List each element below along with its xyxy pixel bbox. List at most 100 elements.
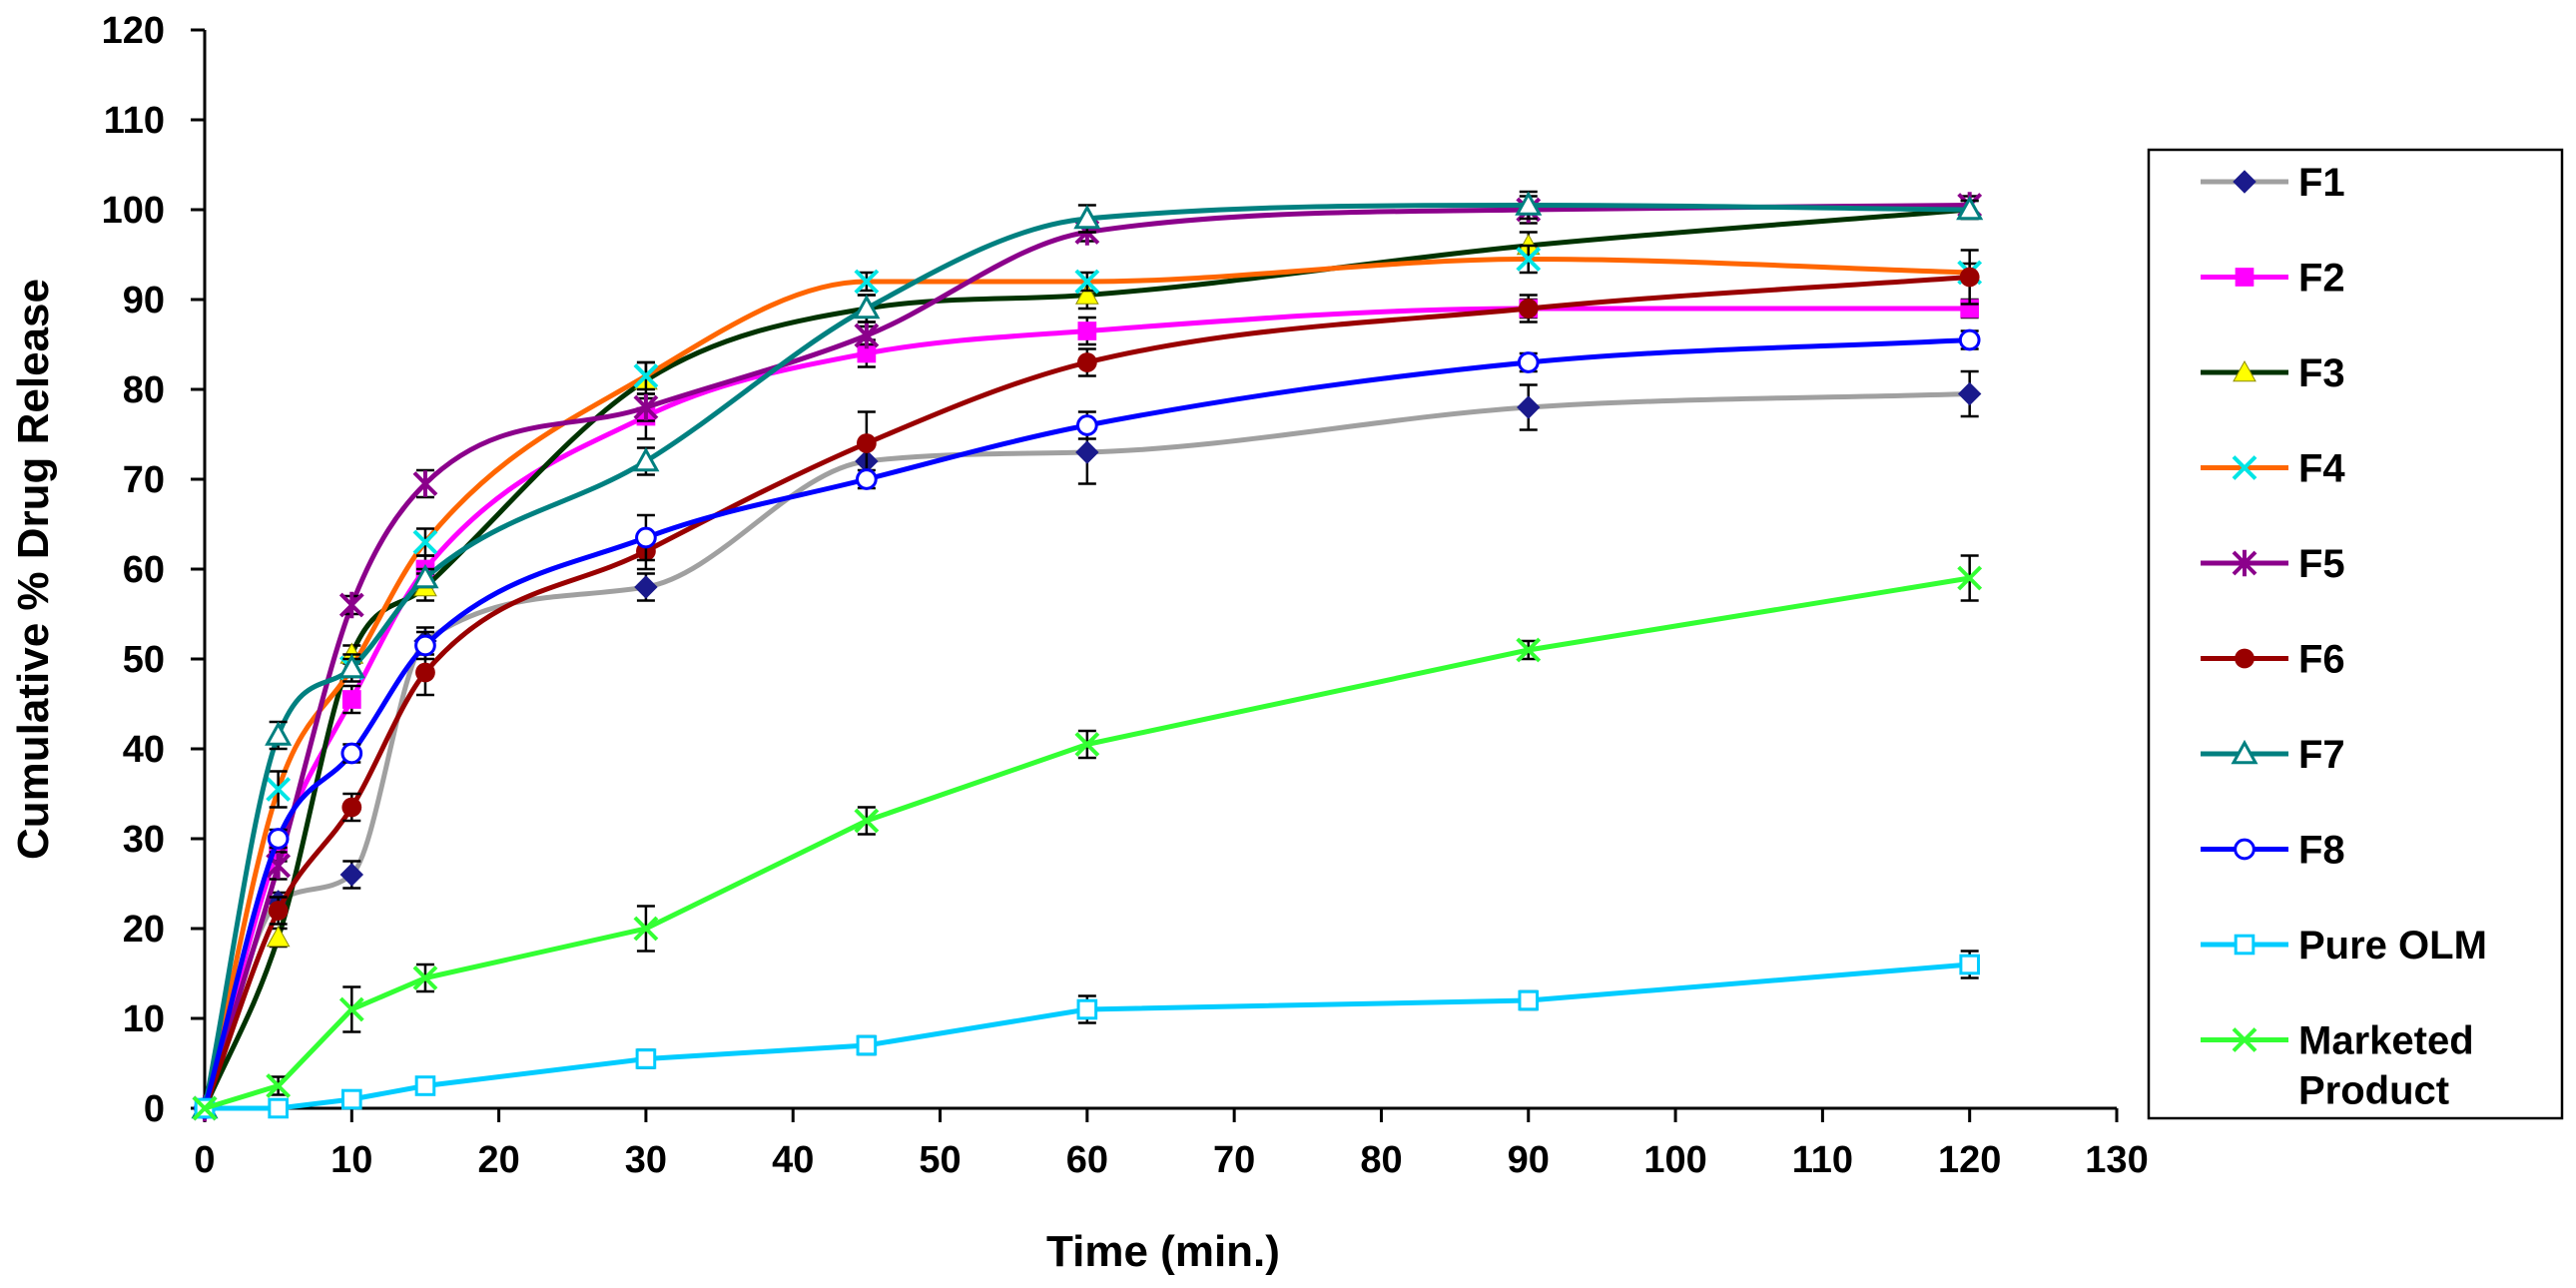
legend-marker	[2231, 739, 2258, 765]
data-point	[632, 446, 660, 472]
data-point	[1074, 269, 1100, 295]
legend-marker	[2232, 455, 2257, 480]
legend-marker	[2235, 268, 2254, 287]
data-point	[1956, 195, 1984, 221]
y-tick-label: 110	[104, 100, 165, 142]
data-point	[412, 966, 438, 990]
legend-box	[2147, 148, 2564, 1120]
data-point	[1515, 191, 1543, 216]
data-point	[1073, 204, 1101, 230]
x-tick-label: 40	[772, 1139, 814, 1181]
axes: 0 10 20 30 40 50 60 70 80 90 100 110 120 0 10 20 30 40 50 6…	[102, 10, 2149, 1181]
legend-label: F4	[2298, 447, 2345, 491]
data-point	[1959, 267, 1980, 288]
legend-item-marketed-product: Marketed Product	[2201, 1019, 2474, 1113]
data-point	[854, 269, 880, 295]
legend-item-pure-olm: Pure OLM	[2201, 924, 2487, 967]
legend-item-f8: F8	[2201, 829, 2345, 873]
data-point	[412, 470, 438, 497]
x-tick-label: 80	[1360, 1139, 1402, 1181]
data-point	[337, 653, 365, 679]
y-tick-label: 60	[123, 549, 165, 591]
x-tick-label: 60	[1066, 1139, 1108, 1181]
x-tick-label: 130	[2085, 1139, 2148, 1181]
data-point	[857, 343, 877, 363]
legend-item-f1: F1	[2201, 161, 2345, 205]
data-point	[633, 916, 659, 942]
legend-marker	[2235, 648, 2254, 669]
data-point	[268, 901, 289, 921]
y-axis-title: Cumulative % Drug Release	[9, 279, 58, 860]
legend-label: F8	[2298, 829, 2345, 873]
x-tick-label: 30	[625, 1139, 667, 1181]
legend-marker	[2232, 1027, 2257, 1052]
y-tick-label: 0	[144, 1088, 165, 1130]
data-point	[635, 526, 657, 549]
legend-label: Pure OLM	[2298, 924, 2487, 967]
data-point	[1958, 328, 1981, 351]
x-tick-label: 20	[477, 1139, 519, 1181]
legend-item-f5: F5	[2201, 542, 2345, 586]
data-point	[338, 996, 364, 1022]
x-tick-label: 100	[1643, 1139, 1706, 1181]
data-point	[341, 1088, 362, 1110]
legend-marker	[2232, 549, 2257, 577]
y-tick-label: 90	[123, 280, 165, 322]
data-point	[854, 808, 880, 834]
data-point	[633, 393, 659, 421]
data-point	[412, 529, 438, 555]
data-point	[1074, 283, 1099, 305]
data-point	[265, 721, 293, 746]
data-point	[1075, 414, 1098, 436]
data-point	[267, 828, 290, 850]
legend-item-f4: F4	[2201, 447, 2345, 491]
data-point	[856, 1034, 878, 1056]
x-tick-label: 90	[1508, 1139, 1550, 1181]
data-point	[1516, 247, 1542, 272]
data-point	[1957, 565, 1983, 591]
series-marketed-product	[192, 554, 1983, 1121]
data-point	[1076, 352, 1097, 372]
legend-marker	[2234, 934, 2255, 956]
series-line-f5	[202, 203, 1970, 1109]
x-tick-label: 10	[330, 1139, 372, 1181]
data-point	[1074, 732, 1100, 757]
data-point	[856, 468, 878, 490]
data-point	[635, 1048, 657, 1069]
data-point	[853, 294, 881, 320]
data-point	[1516, 637, 1542, 663]
data-point	[415, 662, 435, 683]
legend-label: F2	[2298, 257, 2345, 301]
series-layer	[191, 190, 1984, 1122]
y-tick-label: 30	[123, 819, 165, 861]
data-point	[633, 363, 659, 388]
data-point	[414, 1075, 436, 1096]
data-point	[1517, 395, 1541, 419]
legend-item-f7: F7	[2201, 733, 2345, 777]
series-line-f3	[202, 207, 1970, 1109]
legend-marker	[2233, 359, 2256, 382]
data-point	[1517, 351, 1540, 373]
data-point	[854, 322, 880, 349]
y-tick-label: 100	[102, 190, 165, 232]
y-tick-label: 20	[123, 909, 165, 951]
legend-label: F3	[2298, 351, 2345, 395]
x-tick-label: 120	[1938, 1139, 2001, 1181]
data-point	[856, 433, 877, 453]
x-tick-label: 0	[194, 1139, 215, 1181]
legend-marker	[2234, 838, 2255, 861]
data-point	[411, 563, 439, 589]
legend-label: F7	[2298, 733, 2345, 777]
x-tick-label: 110	[1792, 1139, 1853, 1181]
data-point	[1518, 299, 1539, 319]
data-point	[266, 777, 292, 802]
legend-item-f3: F3	[2201, 351, 2345, 395]
data-point	[266, 925, 291, 948]
data-point	[341, 797, 362, 818]
data-point	[339, 863, 364, 887]
legend-label: Marketed Product	[2298, 1019, 2474, 1113]
x-tick-label: 70	[1213, 1139, 1255, 1181]
series-f8	[194, 328, 1981, 1119]
x-axis-title: Time (min.)	[1046, 1227, 1280, 1276]
